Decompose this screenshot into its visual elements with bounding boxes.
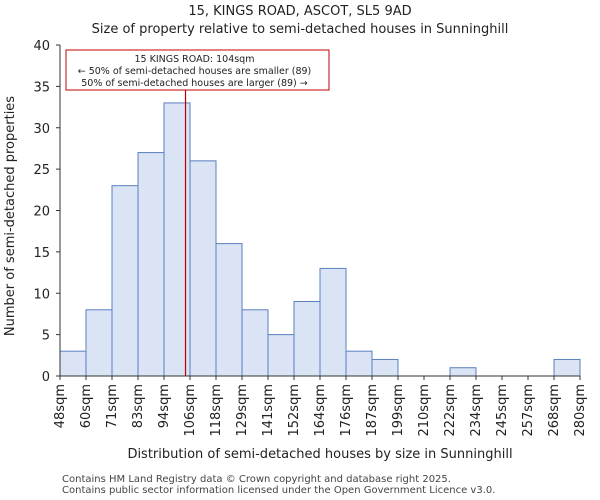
bar-48sqm (59, 350, 87, 377)
y-tick-label: 35 (33, 80, 50, 95)
footer-licence: Contains public sector information licen… (62, 485, 496, 496)
bar-60sqm (85, 309, 113, 377)
y-tick-label: 5 (42, 329, 50, 344)
x-tick-label: 152sqm (287, 384, 302, 437)
bar-176sqm (345, 350, 373, 377)
x-tick-label: 199sqm (391, 384, 406, 437)
annotation-box (65, 49, 330, 91)
x-tick-label: 118sqm (209, 384, 224, 437)
chart-subtitle: Size of property relative to semi-detach… (91, 22, 509, 37)
x-tick-label: 71sqm (105, 384, 120, 428)
bar-129sqm (241, 309, 269, 377)
bar-164sqm (319, 267, 347, 377)
bar-71sqm (111, 185, 139, 377)
x-tick-label: 245sqm (495, 384, 510, 437)
x-tick-label: 106sqm (183, 384, 198, 437)
x-tick-label: 83sqm (131, 384, 146, 428)
bar-118sqm (215, 243, 243, 377)
y-tick-label: 25 (33, 163, 50, 178)
y-tick-label: 20 (33, 205, 50, 220)
x-tick-label: 222sqm (443, 384, 458, 437)
x-tick-label: 164sqm (313, 384, 328, 437)
x-tick-label: 60sqm (79, 384, 94, 428)
x-tick-label: 268sqm (547, 384, 562, 437)
x-tick-label: 210sqm (417, 384, 432, 437)
y-tick-label: 0 (42, 370, 50, 385)
annotation-line: 50% of semi-detached houses are larger (… (81, 78, 308, 89)
y-axis-label: Number of semi-detached properties (3, 96, 18, 336)
y-tick-label: 10 (33, 287, 50, 302)
bar-106sqm (189, 160, 217, 377)
bar-187sqm (371, 358, 399, 377)
x-tick-label: 141sqm (261, 384, 276, 437)
y-tick-label: 40 (33, 39, 50, 54)
bar-141sqm (267, 334, 295, 377)
x-axis-label: Distribution of semi-detached houses by … (127, 447, 512, 462)
y-tick-label: 15 (33, 246, 50, 261)
footer-copyright: Contains HM Land Registry data © Crown c… (62, 474, 451, 485)
bar-268sqm (553, 358, 581, 377)
x-tick-label: 234sqm (469, 384, 484, 437)
x-tick-label: 176sqm (339, 384, 354, 437)
annotation-line: 15 KINGS ROAD: 104sqm (135, 54, 255, 65)
x-tick-label: 187sqm (365, 384, 380, 437)
x-tick-label: 257sqm (521, 384, 536, 437)
y-tick-label: 30 (33, 122, 50, 137)
bar-152sqm (293, 301, 321, 377)
x-tick-label: 48sqm (53, 384, 68, 428)
chart-title: 15, KINGS ROAD, ASCOT, SL5 9AD (188, 4, 412, 19)
annotation-line: ← 50% of semi-detached houses are smalle… (78, 66, 312, 77)
bar-222sqm (449, 367, 477, 377)
x-tick-label: 129sqm (235, 384, 250, 437)
x-tick-label: 94sqm (157, 384, 172, 428)
x-tick-label: 280sqm (573, 384, 588, 437)
bar-83sqm (137, 152, 165, 377)
